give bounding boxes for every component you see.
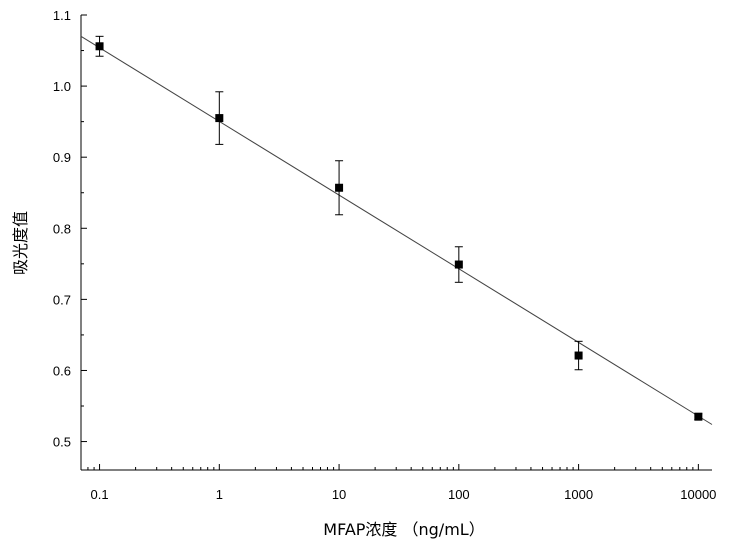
x-tick-label: 10000: [680, 487, 716, 502]
x-tick-label: 0.1: [91, 487, 109, 502]
fit-line-group: [80, 35, 713, 425]
y-axis-title: 吸光度值: [11, 211, 30, 275]
fit-line: [80, 35, 713, 425]
axis-ticks: 0.5 0.6 0.7 0.8 0.9 1.0 1.1 0.1 1 10 100 1000 10000: [53, 8, 717, 502]
y-tick-label: 0.5: [53, 435, 71, 450]
x-axis-title: MFAP浓度 （ng/mL）: [323, 520, 484, 539]
y-tick-label: 1.1: [53, 8, 71, 23]
data-point: [454, 260, 463, 269]
y-tick-label: 0.8: [53, 221, 71, 236]
x-tick-label: 1000: [564, 487, 593, 502]
data-point: [574, 351, 583, 360]
x-tick-label: 10: [332, 487, 346, 502]
y-tick-label: 0.7: [53, 292, 71, 307]
y-tick-label: 1.0: [53, 79, 71, 94]
data-point: [335, 183, 344, 192]
data-points-group: [95, 35, 703, 421]
y-tick-label: 0.9: [53, 150, 71, 165]
x-tick-label: 100: [448, 487, 470, 502]
x-tick-label: 1: [216, 487, 223, 502]
data-point: [215, 114, 224, 123]
data-point: [694, 412, 703, 421]
data-point: [95, 42, 104, 51]
y-tick-label: 0.6: [53, 363, 71, 378]
